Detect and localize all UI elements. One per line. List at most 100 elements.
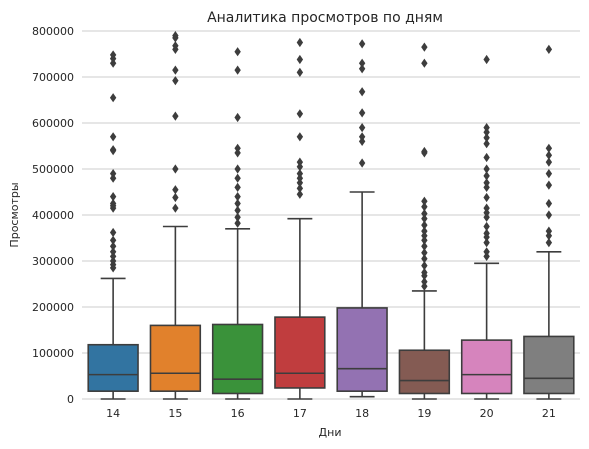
outlier-point bbox=[234, 218, 241, 228]
outlier-point bbox=[483, 203, 490, 213]
outlier-point bbox=[296, 169, 304, 179]
outlier-point bbox=[421, 209, 428, 219]
outlier-point bbox=[234, 164, 241, 174]
outlier-point bbox=[234, 173, 241, 183]
outlier-point bbox=[358, 58, 366, 68]
outlier-point bbox=[421, 146, 428, 157]
outlier-point bbox=[421, 277, 428, 287]
x-tick-label: 17 bbox=[293, 407, 307, 420]
outlier-point bbox=[483, 133, 490, 143]
y-tick-label: 0 bbox=[67, 393, 74, 406]
outlier-point bbox=[296, 162, 304, 172]
outlier-point bbox=[358, 39, 366, 49]
outlier-point bbox=[172, 164, 179, 174]
outlier-point bbox=[483, 152, 490, 163]
outlier-point bbox=[172, 185, 179, 195]
outlier-point bbox=[172, 111, 179, 121]
box-group bbox=[523, 44, 575, 400]
outlier-point bbox=[545, 44, 553, 54]
box-group bbox=[336, 39, 388, 398]
box bbox=[460, 339, 513, 395]
outlier-point bbox=[545, 198, 553, 209]
box-group bbox=[87, 50, 139, 400]
x-tick-label: 19 bbox=[417, 407, 431, 420]
outlier-point bbox=[421, 254, 428, 264]
y-tick-label: 600000 bbox=[32, 117, 74, 130]
x-tick-label: 15 bbox=[168, 407, 182, 420]
outlier-point bbox=[296, 109, 304, 119]
outlier-point bbox=[296, 37, 304, 48]
outlier-point bbox=[358, 64, 366, 74]
outlier-point bbox=[483, 178, 490, 188]
outlier-point bbox=[421, 214, 428, 224]
outlier-point bbox=[172, 41, 179, 51]
y-tick-label: 400000 bbox=[32, 209, 74, 222]
y-axis: 0 100000 200000 300000 400000 500000 600000 700… bbox=[32, 25, 74, 406]
x-axis-label: Дни bbox=[319, 426, 342, 439]
outlier-point bbox=[296, 189, 304, 199]
outlier-point bbox=[172, 31, 179, 41]
outlier-point bbox=[358, 158, 366, 168]
outlier-point bbox=[358, 132, 366, 142]
y-tick-label: 100000 bbox=[32, 347, 74, 360]
outlier-point bbox=[358, 87, 366, 97]
outlier-point bbox=[421, 58, 428, 68]
outlier-point bbox=[234, 198, 241, 209]
outlier-point bbox=[545, 238, 553, 248]
outlier-point bbox=[234, 112, 241, 123]
x-tick-label: 18 bbox=[355, 407, 369, 420]
outlier-point bbox=[483, 192, 490, 203]
outlier-point bbox=[483, 238, 490, 248]
outlier-point bbox=[234, 65, 241, 75]
outlier-point bbox=[172, 192, 179, 203]
outlier-point bbox=[483, 123, 490, 133]
outlier-point bbox=[109, 132, 117, 142]
box-group bbox=[460, 54, 513, 400]
x-tick-label: 14 bbox=[106, 407, 120, 420]
outlier-point bbox=[109, 173, 117, 183]
outlier-point bbox=[234, 182, 241, 192]
outlier-point bbox=[109, 169, 117, 179]
outlier-point bbox=[545, 143, 553, 153]
y-tick-label: 300000 bbox=[32, 255, 74, 268]
outlier-point bbox=[545, 180, 553, 190]
outlier-point bbox=[109, 241, 117, 251]
outlier-point bbox=[483, 221, 490, 232]
outlier-point bbox=[421, 241, 428, 251]
y-axis-label: Просмотры bbox=[8, 182, 21, 247]
outlier-point bbox=[234, 205, 241, 215]
outlier-point bbox=[545, 157, 553, 167]
outlier-point bbox=[421, 220, 428, 230]
outlier-point bbox=[421, 267, 428, 278]
box-group bbox=[211, 47, 264, 400]
outlier-point bbox=[109, 227, 117, 238]
box bbox=[274, 316, 326, 389]
outlier-point bbox=[545, 169, 553, 179]
outlier-point bbox=[172, 65, 179, 75]
box bbox=[87, 343, 139, 392]
outlier-point bbox=[296, 173, 304, 183]
y-tick-label: 500000 bbox=[32, 163, 74, 176]
box bbox=[149, 324, 202, 392]
outlier-point bbox=[234, 47, 241, 57]
x-tick-label: 20 bbox=[480, 407, 494, 420]
outlier-point bbox=[296, 67, 304, 77]
box bbox=[398, 349, 451, 395]
outlier-point bbox=[296, 132, 304, 142]
outlier-point bbox=[109, 247, 117, 257]
outlier-point bbox=[109, 235, 117, 245]
outlier-point bbox=[421, 248, 428, 258]
outlier-point bbox=[421, 231, 428, 241]
outlier-point bbox=[483, 164, 490, 174]
outlier-point bbox=[421, 42, 428, 52]
outlier-point bbox=[234, 192, 241, 202]
x-axis: 14 15 16 17 18 19 20 21 bbox=[106, 407, 556, 420]
outlier-point bbox=[172, 76, 179, 86]
outlier-point bbox=[234, 212, 241, 222]
outlier-point bbox=[545, 210, 553, 220]
outlier-point bbox=[421, 202, 428, 212]
outlier-point bbox=[296, 183, 304, 193]
outlier-point bbox=[421, 226, 428, 236]
y-tick-label: 800000 bbox=[32, 25, 74, 38]
